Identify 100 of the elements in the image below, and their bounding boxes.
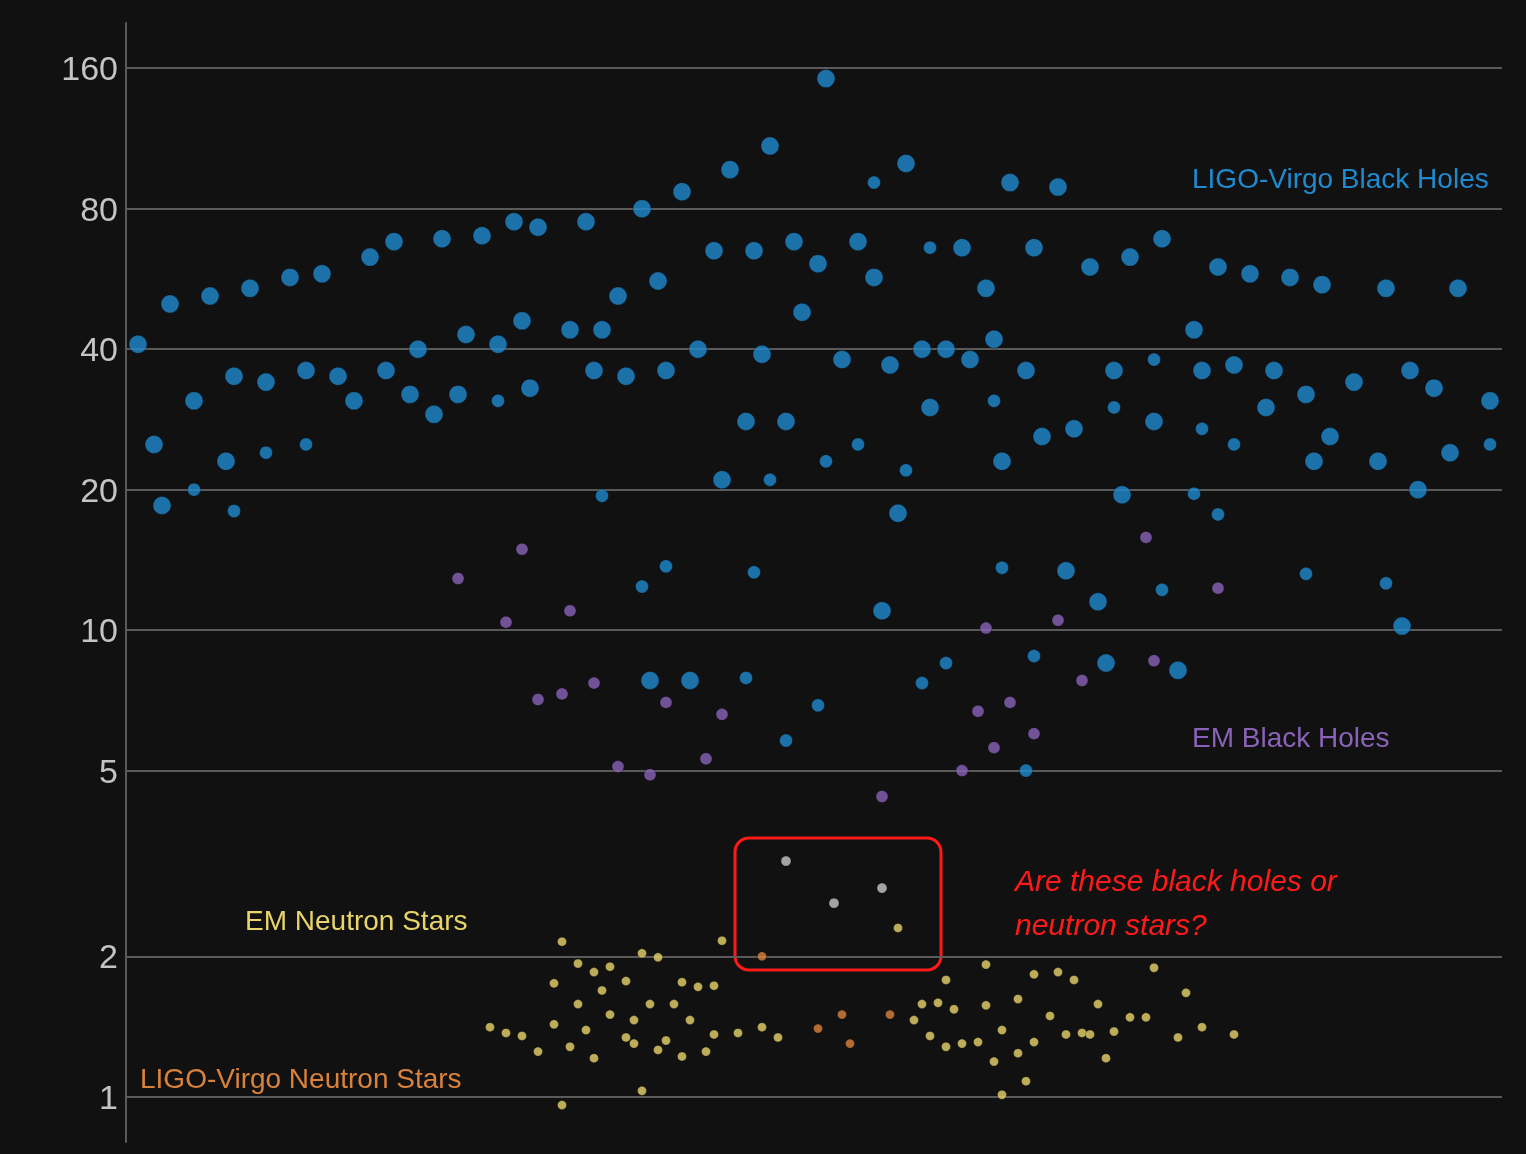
point	[837, 1009, 847, 1020]
point	[717, 935, 727, 946]
point	[1029, 1037, 1039, 1048]
point	[819, 454, 833, 469]
point	[1181, 987, 1191, 998]
series-label: LIGO-Virgo Black Holes	[1192, 162, 1489, 194]
point	[491, 393, 505, 408]
point	[757, 951, 767, 962]
point	[997, 1089, 1007, 1100]
point	[813, 1023, 823, 1034]
y-tick-label: 20	[80, 470, 118, 509]
point	[661, 1035, 671, 1046]
point	[1069, 974, 1079, 985]
point	[1101, 1053, 1111, 1064]
point	[757, 1022, 767, 1033]
point	[605, 961, 615, 972]
point	[629, 1038, 639, 1049]
point	[779, 733, 793, 748]
point	[981, 1000, 991, 1011]
y-tick-label: 5	[99, 751, 118, 790]
point	[955, 764, 969, 778]
point	[621, 976, 631, 987]
text: LIGO-Virgo Neutron Stars	[140, 1062, 462, 1094]
point	[1021, 1076, 1031, 1087]
point	[515, 542, 529, 556]
point	[981, 959, 991, 970]
point	[1093, 999, 1103, 1010]
point	[629, 1015, 639, 1026]
point	[653, 1044, 663, 1055]
point	[635, 579, 649, 594]
point	[597, 985, 607, 996]
point	[557, 936, 567, 947]
point	[587, 676, 601, 690]
point	[677, 977, 687, 988]
point	[485, 1022, 495, 1033]
point	[1211, 507, 1225, 522]
point	[733, 1027, 743, 1038]
point	[973, 1037, 983, 1048]
point	[1155, 582, 1169, 597]
point	[549, 978, 559, 989]
point	[1187, 486, 1201, 501]
point	[187, 482, 201, 497]
point	[941, 1041, 951, 1052]
point	[589, 967, 599, 978]
point	[659, 695, 673, 709]
point	[1029, 969, 1039, 980]
point	[1085, 1029, 1095, 1040]
point	[763, 472, 777, 487]
point	[693, 981, 703, 992]
y-tick-label: 1	[99, 1077, 118, 1116]
point	[227, 504, 241, 518]
annotation: Are these black holes or neutron stars?	[1013, 863, 1346, 941]
point	[1139, 530, 1153, 544]
point	[565, 1041, 575, 1052]
point	[979, 621, 993, 635]
point	[933, 997, 943, 1008]
point	[899, 463, 913, 478]
point	[909, 1015, 919, 1026]
point	[637, 948, 647, 959]
point	[517, 1030, 527, 1041]
point	[1107, 400, 1121, 415]
y-tick-label: 10	[80, 611, 118, 650]
point	[1109, 1026, 1119, 1037]
point	[987, 741, 1001, 755]
point	[653, 952, 663, 963]
point	[709, 1029, 719, 1040]
point	[1045, 1010, 1055, 1021]
point	[1483, 437, 1497, 452]
point	[531, 693, 545, 707]
point	[715, 707, 729, 721]
point	[701, 1046, 711, 1057]
point	[605, 1009, 615, 1020]
point	[997, 1025, 1007, 1036]
point	[1019, 763, 1033, 778]
point	[501, 1027, 511, 1038]
point	[573, 958, 583, 969]
point	[669, 999, 679, 1010]
point	[557, 1100, 567, 1111]
point	[828, 897, 840, 909]
point	[989, 1056, 999, 1067]
point	[971, 704, 985, 718]
point	[1013, 994, 1023, 1004]
point	[1149, 962, 1159, 973]
point	[1229, 1029, 1239, 1040]
point	[699, 752, 713, 766]
point	[621, 1032, 631, 1043]
point	[677, 1051, 687, 1062]
point	[1141, 1012, 1151, 1023]
point	[923, 240, 937, 255]
point	[939, 656, 953, 671]
y-tick-label: 80	[80, 189, 118, 228]
point	[589, 1053, 599, 1064]
point	[747, 565, 761, 580]
point	[1027, 727, 1041, 741]
point	[1299, 566, 1313, 581]
point	[949, 1004, 959, 1015]
point	[780, 855, 792, 867]
point	[1379, 576, 1393, 591]
point	[1075, 673, 1089, 687]
point	[1053, 967, 1063, 978]
